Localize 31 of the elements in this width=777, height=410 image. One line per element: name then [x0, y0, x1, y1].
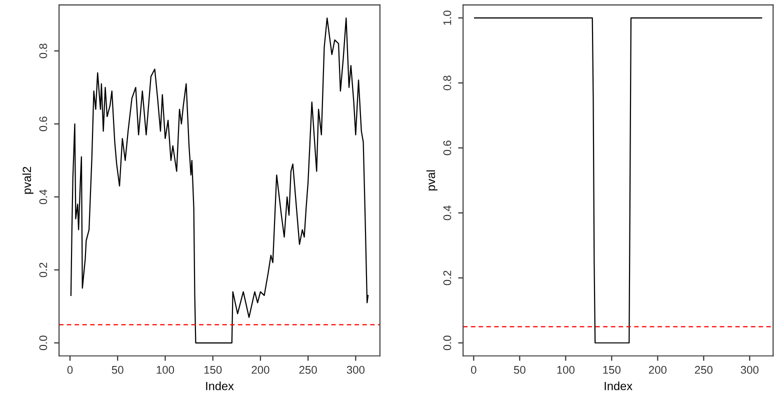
- y-tick-label: 1.0: [443, 10, 452, 25]
- y-tick-label: 0.6: [443, 140, 452, 156]
- y-tick-label: 0.2: [443, 270, 452, 286]
- x-axis-title: Index: [604, 382, 632, 390]
- x-tick-label: 150: [204, 366, 222, 374]
- x-tick-label: 100: [557, 366, 574, 374]
- y-axis-title: pval: [426, 170, 438, 190]
- x-tick-label: 250: [694, 366, 712, 374]
- line-series: [70, 18, 369, 344]
- x-tick-label: 300: [346, 366, 365, 374]
- line-series: [474, 17, 762, 344]
- x-tick-label: 50: [112, 366, 124, 374]
- x-tick-label: 50: [514, 366, 526, 374]
- y-tick-label: 0.0: [443, 336, 452, 350]
- x-tick-label: 150: [603, 366, 620, 374]
- y-tick-label: 0.2: [39, 262, 48, 278]
- y-axis-title: pval2: [22, 166, 34, 194]
- y-tick-label: 0.8: [39, 44, 48, 58]
- y-tick-label: 0.8: [443, 76, 452, 90]
- x-tick-label: 200: [648, 366, 666, 374]
- x-axis-title: Index: [206, 382, 234, 390]
- x-tick-label: 300: [740, 366, 758, 374]
- y-tick-label: 0.4: [443, 206, 452, 220]
- y-tick-label: 0.4: [39, 190, 48, 204]
- y-tick-label: 0.6: [39, 116, 48, 132]
- x-tick-label: 100: [156, 366, 174, 374]
- y-tick-label: 0.0: [39, 336, 48, 350]
- x-tick-label: 250: [299, 366, 317, 374]
- x-tick-label: 200: [252, 366, 270, 374]
- x-tick-label: 0: [471, 366, 476, 374]
- x-tick-label: 0: [67, 366, 73, 374]
